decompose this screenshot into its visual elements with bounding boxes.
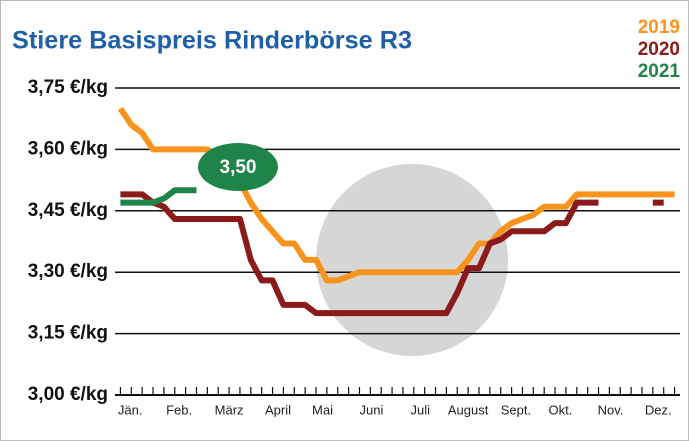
watermark [316,164,508,356]
x-tick-label: Jän. [118,402,143,417]
x-tick-label: Feb. [166,402,192,417]
chart-title: Stiere Basispreis Rinderbörse R3 [12,27,412,55]
legend-label: 2019 [638,17,680,38]
annotation: 3,50 [220,157,257,178]
x-tick-label: August [448,402,489,417]
y-tick-label: 3,00 €/kg [28,384,108,405]
x-tick-label: Juli [411,402,431,417]
x-tick-label: Juni [359,402,383,417]
y-tick-label: 3,60 €/kg [28,138,108,159]
y-tick-label: 3,30 €/kg [28,261,108,282]
x-tick-label: Okt. [549,402,573,417]
x-tick-label: Sept. [501,402,531,417]
x-tick-label: Dez. [645,402,672,417]
y-tick-label: 3,15 €/kg [28,323,108,344]
y-tick-label: 3,75 €/kg [28,77,108,98]
x-tick-label: März [215,402,244,417]
y-tick-label: 3,45 €/kg [28,200,108,221]
chart: Stiere Basispreis Rinderbörse R3 3,00 €/… [0,0,689,441]
x-tick-label: April [265,402,291,417]
legend-label: 2020 [638,39,680,60]
x-tick-label: Mai [312,402,333,417]
x-tick-label: Nov. [598,402,624,417]
legend-label: 2021 [638,61,681,82]
